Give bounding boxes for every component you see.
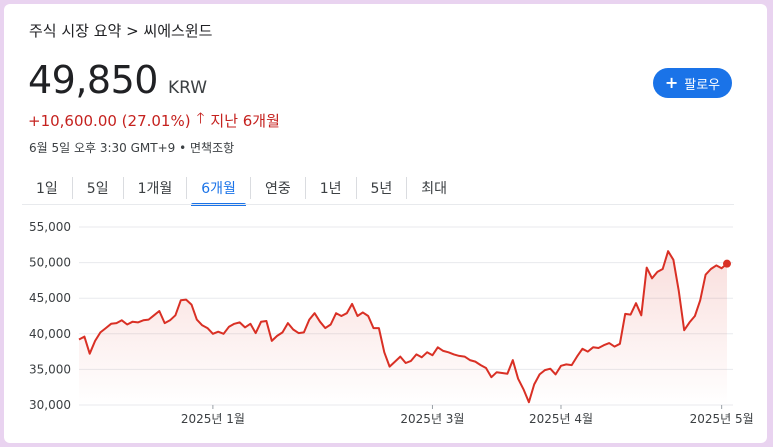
arrow-up-icon: 🡑 <box>196 109 205 127</box>
stock-summary-card: 주식 시장 요약 > 씨에스윈드 49,850 KRW +10,600.00 (… <box>4 4 767 443</box>
tab-separator <box>122 177 124 199</box>
tab-5d[interactable]: 5일 <box>86 181 109 197</box>
tab-5y[interactable]: 5년 <box>370 181 393 197</box>
tab-separator <box>249 177 251 199</box>
x-tick-label: 2025년 3월 <box>400 412 464 426</box>
tab-max[interactable]: 최대 <box>421 181 448 197</box>
tab-separator <box>186 177 188 199</box>
y-tick-label: 55,000 <box>29 220 71 234</box>
tab-separator <box>406 177 408 199</box>
tab-separator <box>71 177 73 199</box>
tab-ytd[interactable]: 연중 <box>264 181 291 197</box>
price-area-fill <box>79 251 727 405</box>
current-price: 49,850 <box>28 58 158 102</box>
change-value: +10,600.00 (27.01%) <box>28 111 191 130</box>
y-tick-label: 30,000 <box>29 398 71 412</box>
y-tick-label: 45,000 <box>29 291 71 305</box>
change-period: 지난 6개월 <box>210 112 280 130</box>
x-tick-label: 2025년 4월 <box>529 412 593 426</box>
follow-button[interactable]: + 팔로우 <box>653 68 732 98</box>
breadcrumb[interactable]: 주식 시장 요약 > 씨에스윈드 <box>29 22 213 40</box>
tab-1y[interactable]: 1년 <box>319 181 342 197</box>
price-change: +10,600.00 (27.01%) 🡑 지난 6개월 <box>28 108 280 133</box>
follow-button-label: 팔로우 <box>684 77 721 93</box>
y-tick-label: 50,000 <box>29 256 71 270</box>
last-price-dot <box>723 259 731 268</box>
y-tick-label: 35,000 <box>29 362 71 376</box>
plus-icon: + <box>664 73 679 92</box>
price-row: 49,850 KRW <box>28 58 207 102</box>
currency-label: KRW <box>167 78 208 98</box>
tab-1d[interactable]: 1일 <box>36 181 58 197</box>
y-tick-label: 40,000 <box>29 327 71 341</box>
tab-1m[interactable]: 1개월 <box>137 181 173 197</box>
tab-separator <box>304 177 306 199</box>
price-chart[interactable]: 55,000 50,000 45,000 40,000 35,000 30,000 2025… <box>4 4 767 443</box>
tab-separator <box>355 177 357 199</box>
x-tick-label: 2025년 1월 <box>181 412 245 426</box>
timestamp[interactable]: 6월 5일 오후 3:30 GMT+9 • 면책조항 <box>29 141 235 155</box>
x-tick-label: 2025년 5월 <box>690 412 754 426</box>
price-line <box>78 250 728 404</box>
tabs-divider <box>22 204 734 205</box>
